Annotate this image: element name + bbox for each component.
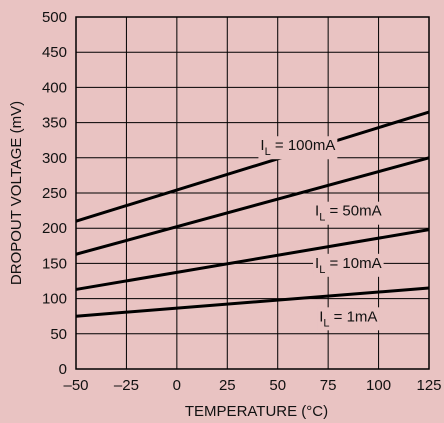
series-label-bg bbox=[258, 136, 338, 160]
y-tick-label: 300 bbox=[42, 150, 67, 167]
y-tick-label: 400 bbox=[42, 79, 67, 96]
x-tick-label: 125 bbox=[416, 377, 441, 394]
y-tick-label: 0 bbox=[59, 361, 67, 378]
y-tick-label: 500 bbox=[42, 9, 67, 26]
y-tick-label: 50 bbox=[50, 326, 67, 343]
x-tick-label: 25 bbox=[219, 377, 236, 394]
series-label-bg bbox=[313, 253, 384, 277]
series-label-1: IL = 50mA bbox=[315, 203, 382, 224]
series-label-bg bbox=[317, 307, 380, 331]
y-tick-label: 350 bbox=[42, 115, 67, 132]
series-line-2 bbox=[75, 228, 430, 291]
series-label-0: IL = 100mA bbox=[260, 137, 335, 158]
y-tick-labels: 0 50 100 150 200 250 300 350 400 450 500 bbox=[42, 9, 67, 378]
y-tick-label: 450 bbox=[42, 44, 67, 61]
series-line-3 bbox=[75, 286, 430, 318]
x-tick-label: 75 bbox=[320, 377, 337, 394]
plot-frame bbox=[75, 16, 430, 370]
series-label-2: IL = 10mA bbox=[315, 255, 382, 276]
series-label-bg bbox=[313, 201, 384, 225]
y-tick-label: 200 bbox=[42, 220, 67, 237]
y-tick-label: 150 bbox=[42, 255, 67, 272]
series-line-0 bbox=[75, 110, 430, 223]
x-tick-label: 0 bbox=[173, 377, 181, 394]
series-lines bbox=[75, 110, 430, 318]
y-tick-label: 100 bbox=[42, 291, 67, 308]
x-tick-label: 50 bbox=[269, 377, 286, 394]
series-label-3: IL = 1mA bbox=[319, 308, 377, 329]
series-labels: IL = 100mA IL = 50mA IL = 10mA IL = 1mA bbox=[258, 136, 384, 331]
x-tick-labels: –50 –25 0 25 50 75 100 125 bbox=[63, 377, 441, 394]
x-tick-label: –25 bbox=[114, 377, 139, 394]
x-tick-label: 100 bbox=[366, 377, 391, 394]
x-tick-label: –50 bbox=[63, 377, 88, 394]
grid-lines bbox=[76, 17, 429, 369]
series-line-1 bbox=[75, 156, 430, 256]
y-tick-label: 250 bbox=[42, 185, 67, 202]
x-axis-title: TEMPERATURE (°C) bbox=[185, 403, 328, 420]
y-axis-title: DROPOUT VOLTAGE (mV) bbox=[8, 101, 25, 285]
